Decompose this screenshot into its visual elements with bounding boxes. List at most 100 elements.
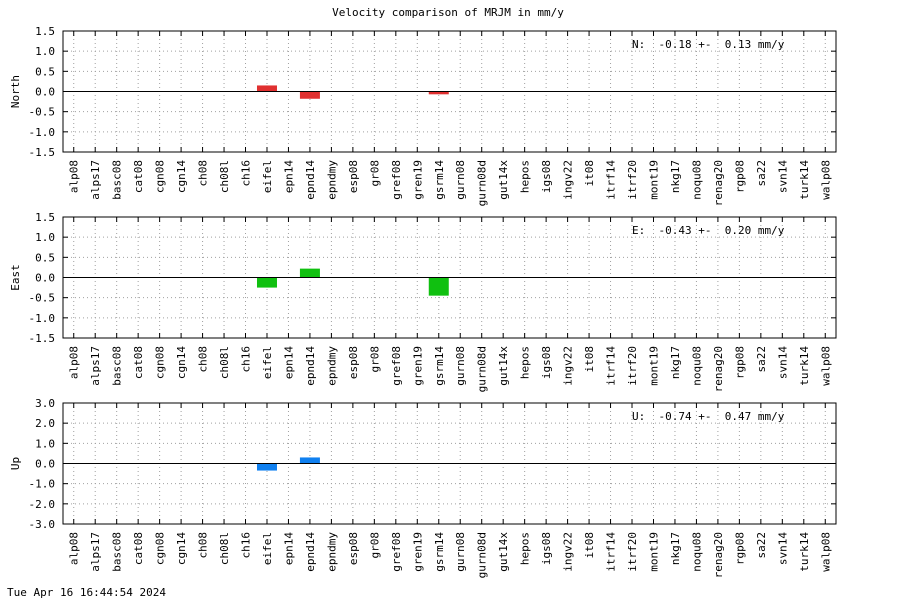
bar-gsrm14 bbox=[428, 277, 449, 296]
x-tick-label-ingv22: ingv22 bbox=[562, 346, 575, 386]
x-tick-label-epndmy: epndmy bbox=[325, 532, 338, 572]
x-tick-label-itrf20: itrf20 bbox=[626, 160, 639, 200]
x-tick-label-epnd14: epnd14 bbox=[304, 532, 317, 572]
x-tick-label-ch08: ch08 bbox=[197, 160, 210, 187]
x-tick-label-basc08: basc08 bbox=[111, 160, 124, 200]
x-tick-label-alp08: alp08 bbox=[68, 160, 81, 193]
x-tick-label-noqu08: noqu08 bbox=[690, 346, 703, 386]
x-tick-label-alps17: alps17 bbox=[89, 532, 102, 572]
x-tick-label-turk14: turk14 bbox=[798, 346, 811, 386]
chart-title: Velocity comparison of MRJM in mm/y bbox=[332, 6, 564, 19]
y-axis-label: Up bbox=[9, 457, 22, 470]
x-tick-label-hepos: hepos bbox=[519, 532, 532, 565]
x-tick-label-gref08: gref08 bbox=[390, 346, 403, 386]
x-tick-label-it08: it08 bbox=[583, 346, 596, 373]
x-tick-label-cat08: cat08 bbox=[132, 532, 145, 565]
y-axis-label: East bbox=[9, 264, 22, 291]
y-tick-label: -1.5 bbox=[29, 146, 56, 159]
x-tick-label-epn14: epn14 bbox=[282, 160, 295, 193]
x-tick-label-igs08: igs08 bbox=[540, 346, 553, 379]
bar-gsrm14 bbox=[428, 91, 449, 95]
y-tick-label: 1.0 bbox=[35, 437, 55, 450]
x-tick-label-epn14: epn14 bbox=[282, 346, 295, 379]
x-tick-label-svn14: svn14 bbox=[776, 160, 789, 193]
x-tick-label-walp08: walp08 bbox=[819, 160, 832, 200]
x-tick-label-renag20: renag20 bbox=[712, 532, 725, 578]
y-tick-label: 3.0 bbox=[35, 397, 55, 410]
y-tick-label: 2.0 bbox=[35, 417, 55, 430]
x-tick-label-nkg17: nkg17 bbox=[669, 532, 682, 565]
x-tick-label-esp08: esp08 bbox=[347, 346, 360, 379]
x-tick-label-itrf20: itrf20 bbox=[626, 346, 639, 386]
bar-eifel bbox=[256, 277, 277, 288]
x-tick-label-gurn08: gurn08 bbox=[454, 160, 467, 200]
x-tick-label-it08: it08 bbox=[583, 160, 596, 187]
y-tick-label: -2.0 bbox=[29, 498, 56, 511]
x-tick-label-gsrm14: gsrm14 bbox=[433, 160, 446, 200]
y-tick-label: 1.5 bbox=[35, 211, 55, 224]
x-tick-label-turk14: turk14 bbox=[798, 160, 811, 200]
bar-eifel bbox=[256, 85, 277, 92]
y-tick-label: -0.5 bbox=[29, 292, 56, 305]
x-tick-label-rgp08: rgp08 bbox=[733, 346, 746, 379]
x-tick-label-ingv22: ingv22 bbox=[562, 532, 575, 572]
y-tick-label: 0.0 bbox=[35, 272, 55, 285]
x-tick-label-esp08: esp08 bbox=[347, 532, 360, 565]
x-tick-label-cgn08: cgn08 bbox=[154, 160, 167, 193]
x-tick-label-walp08: walp08 bbox=[819, 346, 832, 386]
y-tick-label: 0.5 bbox=[35, 251, 55, 264]
x-tick-label-alps17: alps17 bbox=[89, 160, 102, 200]
x-tick-label-gr08: gr08 bbox=[368, 160, 381, 187]
x-tick-label-svn14: svn14 bbox=[776, 346, 789, 379]
x-tick-label-alp08: alp08 bbox=[68, 346, 81, 379]
x-tick-label-renag20: renag20 bbox=[712, 160, 725, 206]
x-tick-label-gut14x: gut14x bbox=[497, 160, 510, 200]
velocity-annotation: U: -0.74 +- 0.47 mm/y bbox=[632, 410, 785, 423]
velocity-annotation: N: -0.18 +- 0.13 mm/y bbox=[632, 38, 785, 51]
x-tick-label-igs08: igs08 bbox=[540, 160, 553, 193]
bar-epnd14 bbox=[299, 268, 320, 278]
y-tick-label: -1.0 bbox=[29, 478, 56, 491]
x-tick-label-gr08: gr08 bbox=[368, 532, 381, 559]
bar-eifel bbox=[256, 463, 277, 471]
x-tick-label-itrf14: itrf14 bbox=[605, 346, 618, 386]
y-tick-label: -1.0 bbox=[29, 312, 56, 325]
x-tick-label-ch08: ch08 bbox=[197, 346, 210, 373]
y-tick-label: 0.0 bbox=[35, 86, 55, 99]
timestamp: Tue Apr 16 16:44:54 2024 bbox=[7, 586, 166, 599]
x-tick-label-gref08: gref08 bbox=[390, 532, 403, 572]
x-tick-label-ingv22: ingv22 bbox=[562, 160, 575, 200]
x-tick-label-alps17: alps17 bbox=[89, 346, 102, 386]
x-tick-label-eifel: eifel bbox=[261, 160, 274, 193]
y-tick-label: 1.5 bbox=[35, 25, 55, 38]
x-tick-label-sa22: sa22 bbox=[755, 532, 768, 559]
x-tick-label-renag20: renag20 bbox=[712, 346, 725, 392]
x-tick-label-hepos: hepos bbox=[519, 346, 532, 379]
y-tick-label: 1.0 bbox=[35, 231, 55, 244]
x-tick-label-mont19: mont19 bbox=[647, 532, 660, 572]
x-tick-label-ch08l: ch08l bbox=[218, 160, 231, 193]
bar-epnd14 bbox=[299, 457, 320, 464]
x-tick-label-epnd14: epnd14 bbox=[304, 346, 317, 386]
x-tick-label-itrf14: itrf14 bbox=[605, 532, 618, 572]
x-tick-label-ch16: ch16 bbox=[240, 346, 253, 373]
y-tick-label: -1.0 bbox=[29, 126, 56, 139]
x-tick-label-gsrm14: gsrm14 bbox=[433, 532, 446, 572]
bar-epnd14 bbox=[299, 91, 320, 99]
x-tick-label-ch08l: ch08l bbox=[218, 346, 231, 379]
x-tick-label-it08: it08 bbox=[583, 532, 596, 559]
x-tick-label-gren19: gren19 bbox=[411, 532, 424, 572]
x-tick-label-cgn14: cgn14 bbox=[175, 532, 188, 565]
y-tick-label: 0.0 bbox=[35, 458, 55, 471]
x-tick-label-gut14x: gut14x bbox=[497, 346, 510, 386]
y-tick-label: 1.0 bbox=[35, 45, 55, 58]
x-tick-label-svn14: svn14 bbox=[776, 532, 789, 565]
x-tick-label-cgn14: cgn14 bbox=[175, 346, 188, 379]
x-tick-label-cgn08: cgn08 bbox=[154, 346, 167, 379]
y-axis-label: North bbox=[9, 75, 22, 108]
x-tick-label-gurn08d: gurn08d bbox=[476, 346, 489, 392]
x-tick-label-gut14x: gut14x bbox=[497, 532, 510, 572]
x-tick-label-epndmy: epndmy bbox=[325, 346, 338, 386]
velocity-annotation: E: -0.43 +- 0.20 mm/y bbox=[632, 224, 785, 237]
x-tick-label-turk14: turk14 bbox=[798, 532, 811, 572]
